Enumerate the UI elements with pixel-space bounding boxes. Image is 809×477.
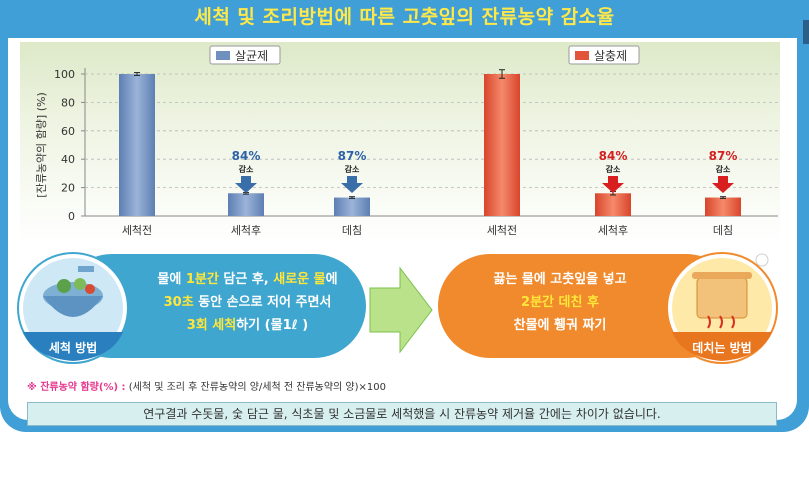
reduction-percent: 84% xyxy=(232,149,261,163)
reduction-label: 감소 xyxy=(716,164,731,174)
y-tick-label: 100 xyxy=(54,68,75,81)
vegetable-icon xyxy=(85,284,95,294)
boil-bubble-bg xyxy=(438,254,738,358)
category-label: 데침 xyxy=(342,224,362,237)
conclusion-box: 연구결과 수돗물, 숯 담근 물, 식초물 및 소금물로 세척했을 시 잔류농약… xyxy=(27,402,777,426)
instruction-line: 3회 세척하기 (물1ℓ ) xyxy=(135,314,360,337)
y-tick-label: 20 xyxy=(61,182,75,195)
wash-bubble-bg xyxy=(60,254,366,358)
down-arrow-icon xyxy=(602,176,624,193)
instruction-line: 30초 동안 손으로 저어 주면서 xyxy=(135,291,360,314)
wash-instructions: 물에 1분간 담근 후, 새로운 물에 30초 동안 손으로 저어 주면서 3회 세… xyxy=(135,268,360,337)
y-tick-label: 40 xyxy=(61,153,75,166)
instruction-text: 담근 후, xyxy=(218,272,274,287)
highlight-text: 새로운 물 xyxy=(273,272,326,287)
pot-lid xyxy=(692,272,752,279)
category-label: 세척전 xyxy=(122,224,152,237)
bubble-deco xyxy=(755,253,769,267)
y-tick-label: 80 xyxy=(61,96,75,109)
highlight-text: 30초 xyxy=(163,295,194,310)
boil-method-label: 데치는 방법 xyxy=(692,341,752,355)
wash-method-label: 세척 방법 xyxy=(48,341,98,355)
instruction-line: 물에 1분간 담근 후, 새로운 물에 xyxy=(135,268,360,291)
reduction-label: 감소 xyxy=(606,164,621,174)
wash-label-band xyxy=(23,332,123,361)
y-tick-label: 0 xyxy=(68,210,75,223)
footnote: ※ 잔류농약 함량(%) : (세척 및 조리 후 잔류농약의 양/세척 전 잔… xyxy=(27,378,386,393)
instruction-text: 끓는 물에 고춧잎을 넣고 xyxy=(493,272,627,287)
pot-icon xyxy=(696,277,748,319)
highlight-text: 3회 세척 xyxy=(186,318,237,333)
reduction-label: 감소 xyxy=(239,164,254,174)
bar xyxy=(595,193,631,216)
reduction-percent: 87% xyxy=(338,149,367,163)
process-arrow xyxy=(369,266,433,354)
category-label: 데침 xyxy=(713,224,733,237)
bar xyxy=(705,197,741,216)
legend-swatch xyxy=(575,51,589,60)
steam-icon xyxy=(707,315,735,329)
instruction-text: 에 xyxy=(325,272,338,287)
instruction-line: 2분간 데친 후 xyxy=(455,291,665,314)
instruction-line: 찬물에 휑궈 짜기 xyxy=(455,314,665,337)
instruction-text: 동안 손으로 저어 주면서 xyxy=(193,295,332,310)
bowl-body xyxy=(43,296,103,317)
category-label: 세척후 xyxy=(598,224,628,237)
instruction-text: 물에 xyxy=(157,272,186,287)
side-tab xyxy=(803,20,809,44)
shower-icon xyxy=(78,266,94,272)
down-arrow-icon xyxy=(341,176,363,193)
boil-label-band xyxy=(672,332,772,361)
vegetable-icon xyxy=(74,278,86,290)
bar xyxy=(334,197,370,216)
reduction-percent: 87% xyxy=(709,149,738,163)
y-axis-label: [잔류농약의 함량] (%) xyxy=(34,92,48,197)
y-tick-label: 60 xyxy=(61,125,75,138)
category-label: 세척후 xyxy=(231,224,261,237)
highlight-text: 1분간 xyxy=(185,272,219,287)
instruction-text: 하기 (물1ℓ ) xyxy=(236,318,309,333)
down-arrow-icon xyxy=(712,176,734,193)
reduction-label: 감소 xyxy=(345,164,360,174)
category-label: 세척전 xyxy=(487,224,517,237)
instruction-line: 끓는 물에 고춧잎을 넣고 xyxy=(455,268,665,291)
highlight-text: 2분간 데친 후 xyxy=(521,295,599,310)
legend-label: 살균제 xyxy=(235,49,268,63)
footnote-text: (세척 및 조리 후 잔류농약의 양/세척 전 잔류농약의 양)×100 xyxy=(128,382,386,393)
legend-label: 살충제 xyxy=(594,49,627,63)
footnote-head: ※ 잔류농약 함량(%) : xyxy=(27,382,126,393)
legend-swatch xyxy=(216,51,230,60)
wash-method-graphic xyxy=(17,252,778,364)
bar xyxy=(228,193,264,216)
bar xyxy=(119,74,155,216)
instruction-text: 찬물에 휑궈 짜기 xyxy=(513,318,607,333)
bar xyxy=(484,74,520,216)
reduction-percent: 84% xyxy=(599,149,628,163)
vegetable-icon xyxy=(57,279,71,293)
down-arrow-icon xyxy=(235,176,257,193)
page-title: 세척 및 조리방법에 따른 고춧잎의 잔류농약 감소율 xyxy=(194,6,615,28)
